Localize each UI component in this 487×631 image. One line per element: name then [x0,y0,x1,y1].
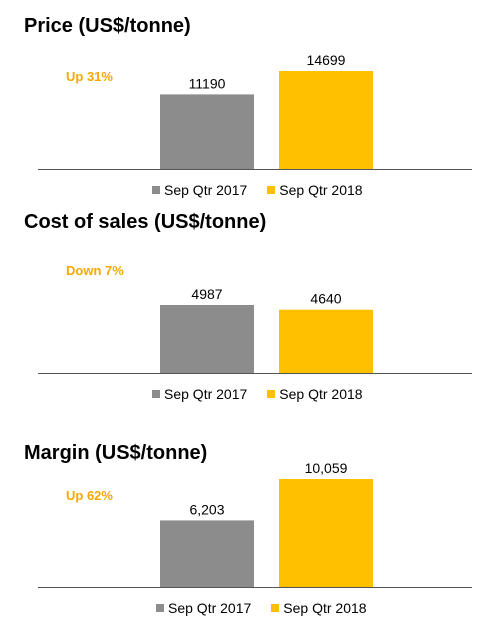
bar-sep-qtr-2018 [279,479,373,587]
cost-chart-title: Cost of sales (US$/tonne) [24,211,267,233]
legend-item-sep-qtr-2018: Sep Qtr 2018 [267,182,363,198]
legend-item-sep-qtr-2018: Sep Qtr 2018 [267,386,363,402]
margin-chart-title: Margin (US$/tonne) [24,442,208,464]
margin-chart-legend: Sep Qtr 2017 Sep Qtr 2018 [156,600,367,616]
legend-label-sep-qtr-2018: Sep Qtr 2018 [279,386,363,402]
price-chart-title: Price (US$/tonne) [24,15,191,37]
price-change-annotation: Up 31% [66,69,113,84]
price-chart-legend: Sep Qtr 2017 Sep Qtr 2018 [152,182,363,198]
legend-item-sep-qtr-2018: Sep Qtr 2018 [271,600,367,616]
legend-swatch-sep-qtr-2017 [156,604,164,612]
data-label-sep-qtr-2017: 4987 [191,286,222,302]
data-label-sep-qtr-2018: 14699 [307,52,346,68]
price-chart-plot: 11190 14699 [38,52,472,170]
data-label-sep-qtr-2018: 4640 [310,291,341,307]
legend-item-sep-qtr-2017: Sep Qtr 2017 [152,182,247,198]
price-chart-panel: Price (US$/tonne) Up 31% 11190 14699 Sep … [0,0,487,205]
margin-change-annotation: Up 62% [66,488,113,503]
bar-sep-qtr-2017 [160,94,254,169]
data-label-sep-qtr-2017: 11190 [189,75,226,91]
bar-sep-qtr-2018 [279,309,373,373]
legend-item-sep-qtr-2017: Sep Qtr 2017 [152,386,247,402]
bar-sep-qtr-2018 [279,71,373,169]
legend-swatch-sep-qtr-2017 [152,186,160,194]
cost-change-annotation: Down 7% [66,263,124,278]
bar-sep-qtr-2017 [160,520,254,587]
legend-item-sep-qtr-2017: Sep Qtr 2017 [156,600,251,616]
legend-label-sep-qtr-2018: Sep Qtr 2018 [283,600,367,616]
data-label-sep-qtr-2017: 6,203 [189,501,224,517]
legend-swatch-sep-qtr-2017 [152,390,160,398]
legend-label-sep-qtr-2017: Sep Qtr 2017 [164,386,248,402]
legend-label-sep-qtr-2017: Sep Qtr 2017 [168,600,252,616]
legend-swatch-sep-qtr-2018 [267,186,276,194]
data-label-sep-qtr-2018: 10,059 [305,460,348,476]
cost-chart-panel: Cost of sales (US$/tonne) Down 7% 4987 46… [24,211,472,402]
bar-sep-qtr-2017 [160,305,254,373]
cost-chart-legend: Sep Qtr 2017 Sep Qtr 2018 [152,386,363,402]
legend-swatch-sep-qtr-2018 [267,390,276,398]
legend-swatch-sep-qtr-2018 [271,604,280,612]
legend-label-sep-qtr-2018: Sep Qtr 2018 [279,182,363,198]
legend-label-sep-qtr-2017: Sep Qtr 2017 [164,182,248,198]
cost-chart-plot: 4987 4640 [38,286,472,374]
